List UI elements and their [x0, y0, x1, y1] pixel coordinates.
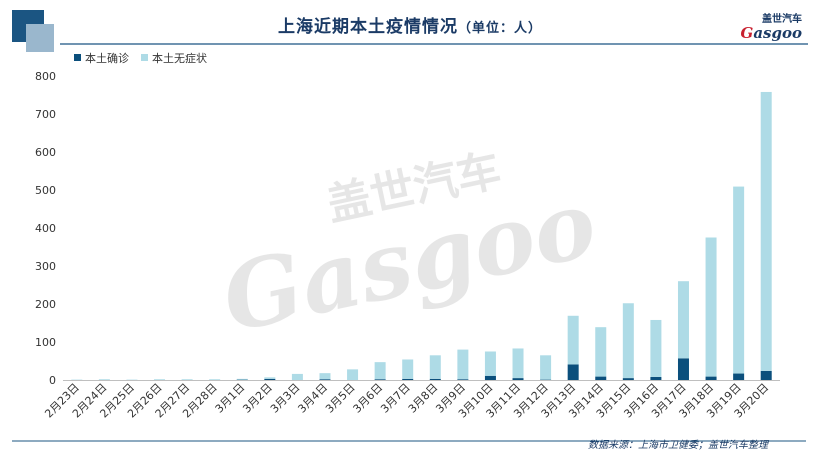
chart-title: 上海近期本土疫情情况（单位：人）: [0, 12, 820, 37]
legend-label-0: 本土确诊: [85, 51, 129, 65]
y-tick-label: 800: [35, 70, 56, 83]
bar-asymptomatic: [154, 379, 166, 381]
bar-asymptomatic: [209, 379, 221, 381]
bar-confirmed: [677, 358, 689, 380]
bar-asymptomatic: [733, 186, 745, 374]
bar-asymptomatic: [319, 373, 331, 380]
x-tick-label: 3月4日: [295, 381, 330, 416]
y-tick-label: 500: [35, 184, 56, 197]
bar-asymptomatic: [567, 315, 579, 365]
x-tick-label: 3月5日: [323, 381, 358, 416]
bar-asymptomatic: [650, 319, 662, 377]
bars: [71, 91, 772, 381]
logo-en-rest: asgoo: [753, 24, 802, 42]
bar-confirmed: [457, 379, 469, 381]
bar-confirmed: [484, 375, 496, 380]
legend: 本土确诊 本土无症状: [74, 51, 207, 65]
legend-swatch-0: [74, 54, 81, 61]
source-note: 数据来源：上海市卫健委；盖世汽车整理: [588, 440, 768, 451]
x-tick-label: 3月6日: [351, 381, 386, 416]
bar-confirmed: [402, 378, 414, 380]
logo-cn: 盖世汽车: [762, 14, 802, 25]
bar-asymptomatic: [512, 348, 524, 379]
bar-confirmed: [264, 378, 276, 380]
bar-asymptomatic: [595, 327, 607, 377]
bar-confirmed: [429, 378, 441, 380]
bar-asymptomatic: [677, 281, 689, 359]
chart-title-text: 上海近期本土疫情情况: [277, 17, 458, 37]
x-tick-label: 3月2日: [240, 381, 275, 416]
bar-asymptomatic: [705, 237, 717, 377]
bar-confirmed: [733, 373, 745, 380]
x-tick-label: 3月8日: [406, 381, 441, 416]
x-tick-label: 3月3日: [268, 381, 303, 416]
bar-confirmed: [705, 376, 717, 380]
bar-confirmed: [319, 379, 331, 381]
y-tick-label: 700: [35, 108, 56, 121]
x-tick-label: 3月7日: [378, 381, 413, 416]
gasgoo-logo: 盖世汽车 Gasgoo: [741, 14, 802, 41]
bar-asymptomatic: [429, 355, 441, 379]
y-tick-label: 200: [35, 298, 56, 311]
bar-asymptomatic: [540, 355, 552, 380]
y-tick-label: 600: [35, 146, 56, 159]
bar-asymptomatic: [622, 303, 634, 379]
x-tick-label: 3月1日: [213, 381, 248, 416]
y-tick-label: 300: [35, 260, 56, 273]
y-tick-label: 0: [49, 374, 56, 387]
bar-confirmed: [595, 376, 607, 380]
bar-confirmed: [650, 376, 662, 380]
bar-asymptomatic: [457, 349, 469, 380]
legend-swatch-1: [141, 54, 148, 61]
bar-confirmed: [374, 379, 386, 381]
logo-en: Gasgoo: [741, 25, 802, 41]
bar-confirmed: [512, 378, 524, 380]
bar-confirmed: [760, 370, 772, 380]
bar-asymptomatic: [236, 378, 248, 380]
chart-title-unit: （单位：人）: [457, 21, 542, 36]
corner-square-light: [26, 24, 54, 52]
bar-asymptomatic: [291, 373, 303, 380]
legend-label-1: 本土无症状: [152, 51, 207, 65]
bar-asymptomatic: [402, 359, 414, 379]
bar-confirmed: [622, 378, 634, 380]
y-tick-label: 100: [35, 336, 56, 349]
y-axis: 0 100 200 300 400 500 600 700 800: [35, 70, 56, 387]
logo-en-g: G: [740, 24, 754, 42]
bar-asymptomatic: [264, 377, 276, 379]
bar-asymptomatic: [98, 379, 110, 381]
y-tick-label: 400: [35, 222, 56, 235]
x-axis: 2月23日2月24日2月25日2月26日2月27日2月28日3月1日3月2日3月…: [42, 380, 780, 421]
bar-asymptomatic: [374, 362, 386, 380]
bar-confirmed: [567, 364, 579, 380]
bar-asymptomatic: [484, 351, 496, 376]
bar-asymptomatic: [347, 369, 359, 380]
bar-asymptomatic: [760, 91, 772, 371]
bar-asymptomatic: [181, 379, 193, 381]
